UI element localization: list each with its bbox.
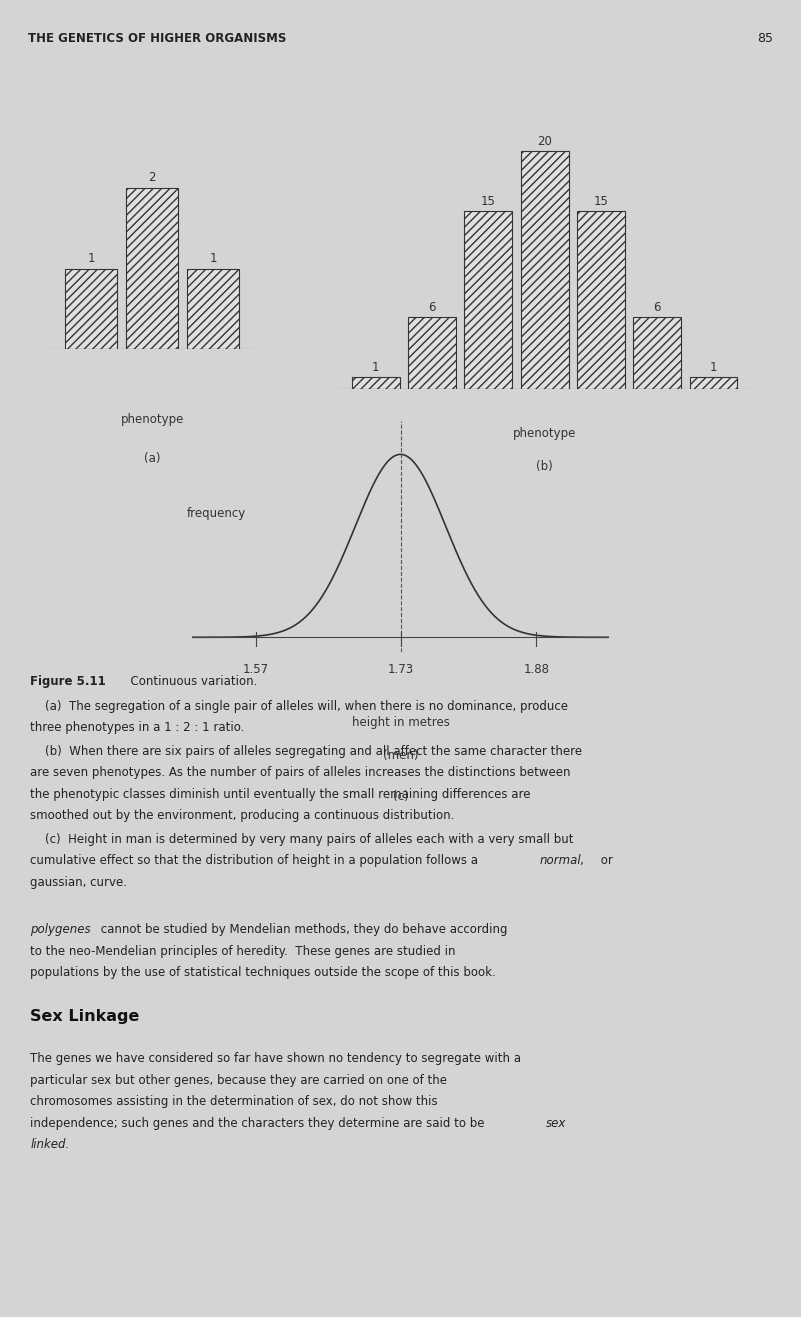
Text: or: or — [597, 855, 613, 868]
Text: populations by the use of statistical techniques outside the scope of this book.: populations by the use of statistical te… — [30, 967, 496, 980]
Text: normal,: normal, — [540, 855, 586, 868]
Text: (c)  Height in man is determined by very many pairs of alleles each with a very : (c) Height in man is determined by very … — [30, 832, 574, 846]
Text: are seven phenotypes. As the number of pairs of alleles increases the distinctio: are seven phenotypes. As the number of p… — [30, 766, 571, 780]
Text: (b)  When there are six pairs of alleles segregating and all affect the same cha: (b) When there are six pairs of alleles … — [30, 745, 582, 757]
Text: 15: 15 — [594, 195, 609, 208]
Bar — [577, 211, 625, 389]
Text: particular sex but other genes, because they are carried on one of the: particular sex but other genes, because … — [30, 1073, 448, 1087]
Text: 1.57: 1.57 — [243, 662, 268, 676]
Text: 85: 85 — [757, 32, 773, 45]
Bar — [409, 317, 456, 389]
Text: the phenotypic classes diminish until eventually the small remaining differences: the phenotypic classes diminish until ev… — [30, 788, 531, 801]
Text: The genes we have considered so far have shown no tendency to segregate with a: The genes we have considered so far have… — [30, 1052, 521, 1065]
Text: polygenes: polygenes — [30, 923, 91, 936]
Text: (a)  The segregation of a single pair of alleles will, when there is no dominanc: (a) The segregation of a single pair of … — [30, 699, 569, 712]
Text: 1: 1 — [87, 252, 95, 265]
Text: frequency: frequency — [187, 507, 247, 520]
Text: independence; such genes and the characters they determine are said to be: independence; such genes and the charact… — [30, 1117, 489, 1130]
Text: height in metres: height in metres — [352, 716, 449, 730]
Text: 1: 1 — [372, 361, 380, 374]
Text: THE GENETICS OF HIGHER ORGANISMS: THE GENETICS OF HIGHER ORGANISMS — [28, 32, 287, 45]
Text: cumulative effect so that the distribution of height in a population follows a: cumulative effect so that the distributi… — [30, 855, 482, 868]
Text: 6: 6 — [429, 302, 436, 315]
Bar — [126, 188, 178, 349]
Text: gaussian, curve.: gaussian, curve. — [30, 876, 127, 889]
Text: (c): (c) — [392, 790, 409, 803]
Bar — [521, 151, 569, 389]
Text: Continuous variation.: Continuous variation. — [123, 674, 257, 687]
Text: three phenotypes in a 1 : 2 : 1 ratio.: three phenotypes in a 1 : 2 : 1 ratio. — [30, 722, 245, 734]
Text: 2: 2 — [148, 171, 156, 184]
Bar — [187, 269, 239, 349]
Text: phenotype: phenotype — [120, 414, 184, 427]
Text: 20: 20 — [537, 136, 552, 149]
Text: Figure 5.11: Figure 5.11 — [30, 674, 107, 687]
Bar — [65, 269, 117, 349]
Text: 1.73: 1.73 — [388, 662, 413, 676]
Text: 15: 15 — [481, 195, 496, 208]
Text: chromosomes assisting in the determination of sex, do not show this: chromosomes assisting in the determinati… — [30, 1096, 438, 1109]
Text: 1: 1 — [710, 361, 717, 374]
Text: 6: 6 — [654, 302, 661, 315]
Text: cannot be studied by Mendelian methods, they do behave according: cannot be studied by Mendelian methods, … — [97, 923, 507, 936]
Text: sex: sex — [545, 1117, 566, 1130]
Text: smoothed out by the environment, producing a continuous distribution.: smoothed out by the environment, produci… — [30, 810, 455, 822]
Text: to the neo-Mendelian principles of heredity.  These genes are studied in: to the neo-Mendelian principles of hered… — [30, 944, 456, 957]
Bar — [352, 377, 400, 389]
Text: (a): (a) — [144, 452, 160, 465]
Text: (b): (b) — [537, 460, 553, 473]
Bar — [634, 317, 681, 389]
Text: 1.88: 1.88 — [523, 662, 549, 676]
Bar — [465, 211, 513, 389]
Bar — [690, 377, 738, 389]
Text: phenotype: phenotype — [513, 427, 577, 440]
Text: 1: 1 — [210, 252, 217, 265]
Text: linked.: linked. — [30, 1138, 70, 1151]
Text: (men): (men) — [383, 748, 418, 761]
Text: Sex Linkage: Sex Linkage — [30, 1009, 140, 1025]
